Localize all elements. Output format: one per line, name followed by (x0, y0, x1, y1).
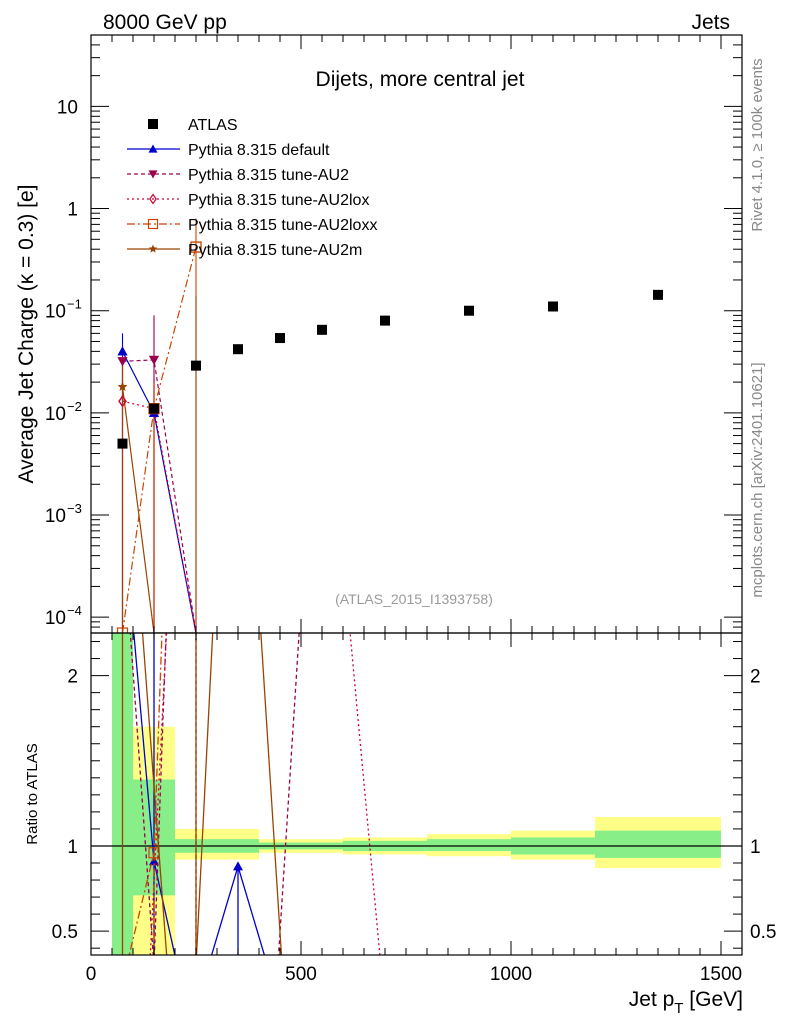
atlas-data-point (548, 301, 558, 312)
atlas-data-point (464, 305, 474, 316)
x-axis-label-main: Jet p (629, 988, 675, 1011)
y-tick-exponent: −1 (67, 297, 82, 312)
ratio-curve-au2m (141, 633, 168, 955)
y-axis-label: Average Jet Charge (κ = 0.3) [e] (15, 184, 38, 483)
header-right: Jets (691, 11, 730, 34)
side-label-top: Rivet 4.1.0, ≥ 100k events (749, 58, 766, 231)
ratio-y-tick-label-right: 2 (750, 667, 761, 688)
atlas-data-point (317, 324, 327, 335)
x-tick-label: 500 (285, 964, 317, 985)
y-tick-label: 10 (45, 506, 66, 527)
y-tick-exponent: −4 (67, 603, 82, 618)
ratio-y-tick-label-right: 0.5 (750, 922, 776, 943)
ratio-y-tick-label: 0.5 (52, 922, 78, 943)
atlas-data-point (380, 315, 390, 326)
marker-top-au2 (117, 357, 128, 367)
legend-label-atlas: ATLAS (188, 117, 238, 134)
atlas-data-point (275, 333, 285, 344)
marker-top-au2 (149, 355, 159, 365)
series-line-au2m (121, 386, 196, 633)
y-tick-label: 10 (45, 404, 66, 425)
x-tick-label: 1000 (490, 964, 532, 985)
series-line-au2 (122, 359, 197, 633)
ratio-y-tick-label: 2 (67, 667, 78, 688)
y-tick-label: 10 (57, 97, 78, 118)
series-line-au2lox (122, 400, 197, 633)
ratio-plot-data (91, 633, 742, 955)
legend-label-default: Pythia 8.315 default (188, 142, 330, 159)
ratio-band-inner (427, 839, 511, 852)
x-tick-label: 0 (86, 964, 97, 985)
ratio-y-tick-label-right: 1 (750, 837, 761, 858)
y-tick-label: 1 (67, 200, 78, 221)
legend-marker-au2 (148, 170, 158, 179)
atlas-data-point (149, 403, 159, 414)
atlas-data-point (117, 438, 128, 449)
ratio-marker-default (233, 861, 243, 871)
ratio-axis-label: Ratio to ATLAS (24, 743, 41, 844)
marker-top-au2lox (118, 395, 127, 408)
y-tick-label: 10 (45, 302, 66, 323)
legend-marker-atlas (148, 119, 158, 129)
analysis-watermark: (ATLAS_2015_I1393758) (335, 591, 493, 607)
atlas-data-point (233, 344, 243, 355)
ratio-curve-au2lox (349, 633, 381, 955)
chart-title: Dijets, more central jet (316, 68, 525, 91)
side-label-bottom: mcplots.cern.ch [arXiv:2401.10621] (749, 362, 766, 597)
header-left: 8000 GeV pp (103, 11, 227, 34)
legend-marker-au2m (148, 244, 158, 253)
ratio-curve-au2 (277, 633, 300, 955)
atlas-data-point (653, 289, 663, 300)
legend-marker-default (148, 144, 158, 153)
ratio-curve-au2m (195, 633, 214, 955)
x-axis-label-sub: T (674, 1000, 683, 1017)
x-axis-label-unit: [GeV] (683, 988, 743, 1011)
legend-label-au2m: Pythia 8.315 tune-AU2m (188, 242, 362, 259)
marker-top-au2m (117, 381, 128, 391)
ratio-band-inner (595, 830, 721, 858)
marker-top-au2loxx (190, 241, 202, 253)
legend: ATLAS Pythia 8.315 default Pythia 8.315 tu… (127, 117, 377, 259)
legend-marker-au2lox (149, 193, 157, 205)
y-tick-exponent: −3 (67, 501, 82, 516)
atlas-data-point (191, 360, 201, 371)
legend-label-au2lox: Pythia 8.315 tune-AU2lox (188, 192, 369, 209)
main-plot-data (116, 218, 663, 633)
legend-label-au2: Pythia 8.315 tune-AU2 (188, 167, 349, 184)
ratio-y-tick-label: 1 (67, 837, 78, 858)
x-axis-label: Jet pT [GeV] (629, 988, 743, 1017)
y-tick-exponent: −2 (67, 399, 82, 414)
legend-marker-au2loxx (147, 218, 159, 230)
x-tick-label: 1500 (700, 964, 742, 985)
ratio-frame (90, 632, 743, 956)
ratio-curve-au2m (260, 633, 283, 955)
legend-label-au2loxx: Pythia 8.315 tune-AU2loxx (188, 217, 377, 234)
marker-top-default (117, 346, 128, 356)
y-tick-label: 10 (45, 608, 66, 629)
